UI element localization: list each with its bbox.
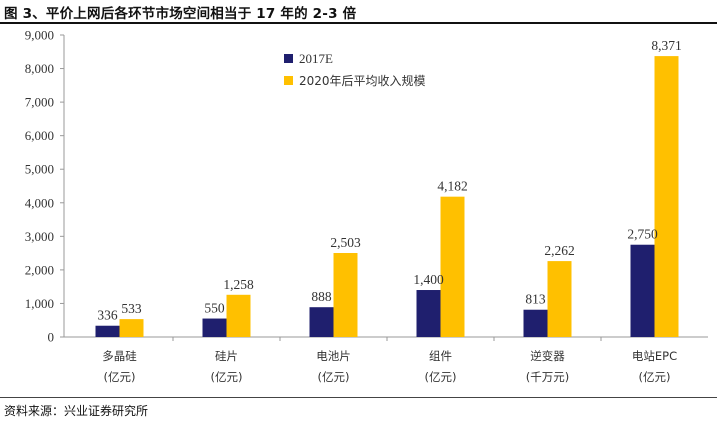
bar-2017e: [309, 307, 334, 337]
data-label: 1,258: [223, 277, 254, 292]
bar-2020-avg: [654, 56, 679, 337]
category-label: 电池片: [316, 349, 351, 363]
category-unit-label: (亿元): [639, 370, 671, 384]
source-rule: [0, 397, 717, 398]
axes: 0 1,000 2,000 3,000 4,000 5,000 6,000 7,000 8,00…: [25, 28, 708, 384]
data-label: 2,750: [627, 227, 658, 242]
bar-2020-avg: [333, 253, 358, 337]
legend: 2017E 2020年后平均收入规模: [284, 51, 426, 88]
bar-2020-avg: [226, 294, 251, 337]
data-label: 8,371: [651, 38, 681, 53]
category-label: 硅片: [215, 349, 238, 363]
bar-2020-avg: [119, 319, 144, 337]
bars: [95, 56, 679, 337]
y-tick-label: 2,000: [25, 262, 54, 277]
bar-2017e: [630, 244, 655, 337]
y-tick-label: 9,000: [25, 28, 54, 43]
legend-label: 2020年后平均收入规模: [299, 73, 426, 88]
data-label: 550: [204, 301, 225, 316]
y-tick-label: 8,000: [25, 61, 54, 76]
bar-2017e: [416, 290, 441, 337]
y-tick-label: 7,000: [25, 95, 54, 110]
bar-2017e: [95, 325, 120, 337]
data-label: 533: [121, 301, 142, 316]
bar-2020-avg: [547, 261, 572, 337]
category-label: 多晶硅: [102, 349, 137, 363]
category-label: 组件: [429, 349, 452, 363]
legend-swatch: [284, 54, 293, 63]
category-unit-label: (亿元): [318, 370, 350, 384]
data-label: 4,182: [437, 179, 467, 194]
y-tick-label: 5,000: [25, 162, 54, 177]
category-unit-label: (亿元): [425, 370, 457, 384]
category-unit-label: (亿元): [211, 370, 243, 384]
bar-2017e: [202, 318, 227, 337]
y-tick-label: 6,000: [25, 128, 54, 143]
data-label: 813: [525, 292, 546, 307]
y-tick-label: 3,000: [25, 229, 54, 244]
data-label: 2,262: [544, 243, 574, 258]
legend-label: 2017E: [299, 51, 333, 66]
data-label: 2,503: [330, 235, 361, 250]
category-label: 电站EPC: [632, 349, 677, 363]
source-note: 资料来源：兴业证券研究所: [4, 404, 149, 418]
chart-title: 图 3、平价上网后各环节市场空间相当于 17 年的 2-3 倍: [4, 6, 357, 22]
y-tick-label: 1,000: [25, 296, 54, 311]
category-unit-label: (千万元): [526, 370, 569, 384]
data-label: 336: [97, 308, 118, 323]
category-label: 逆变器: [530, 349, 565, 363]
legend-swatch: [284, 76, 293, 85]
title-rule: [0, 22, 717, 24]
y-tick-label: 4,000: [25, 195, 54, 210]
bar-2017e: [523, 309, 548, 337]
data-label: 888: [311, 289, 332, 304]
category-unit-label: (亿元): [104, 370, 136, 384]
bar-2020-avg: [440, 196, 465, 337]
data-label: 1,400: [413, 272, 444, 287]
data-labels: 336 533 550 1,258 888 2,503 1,400 4,182 813 2,262…: [97, 38, 681, 323]
y-tick-label: 0: [48, 330, 55, 345]
